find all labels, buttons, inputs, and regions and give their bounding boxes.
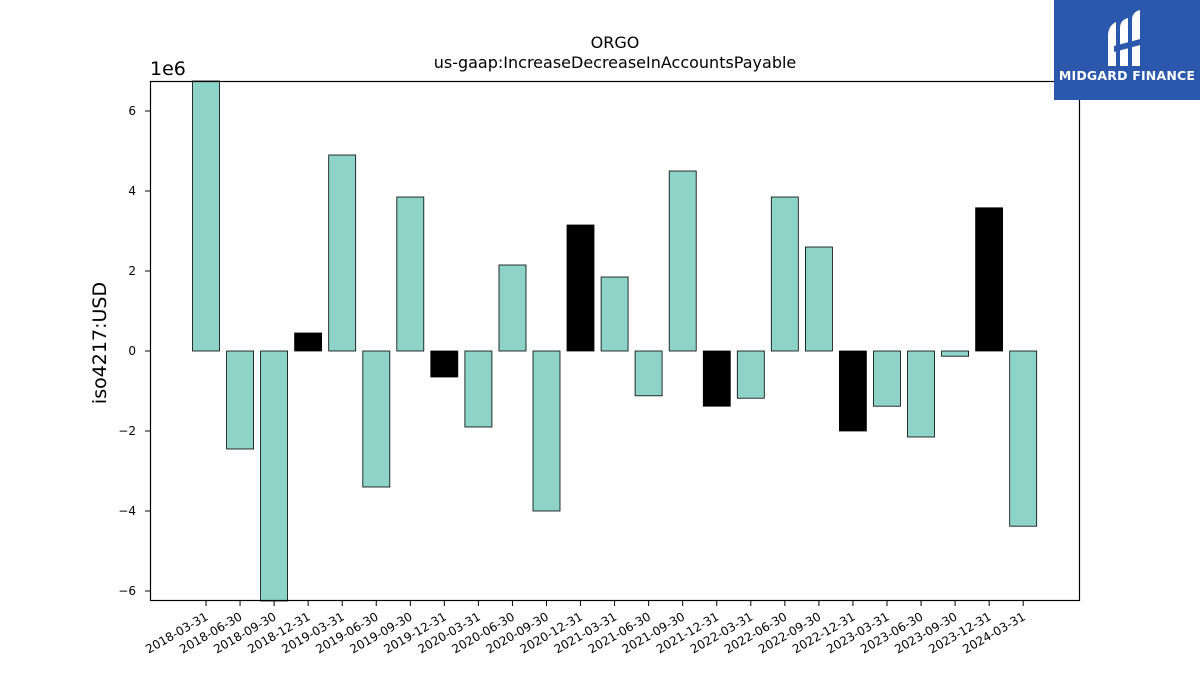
bar-2019-03-31	[328, 154, 357, 352]
bar-2018-09-30	[260, 350, 289, 602]
bar-2019-09-30	[396, 196, 425, 352]
bar-2023-09-30	[941, 350, 969, 357]
y-tick-label: 2	[128, 264, 136, 278]
bar-2018-03-31	[192, 80, 220, 352]
midgard-logo-icon	[1108, 10, 1144, 66]
bar-2023-03-31	[873, 350, 901, 407]
chart-title: ORGO	[591, 33, 640, 52]
y-tick-label: −2	[118, 424, 136, 438]
bar-2018-12-31	[294, 332, 323, 352]
y-scale-label: 1e6	[150, 58, 186, 80]
bars-group	[192, 80, 1038, 602]
bar-2019-12-31	[430, 350, 459, 378]
bar-2020-09-30	[532, 350, 561, 512]
bar-2022-03-31	[736, 350, 765, 399]
y-tick-label: −6	[118, 584, 136, 598]
bar-2020-06-30	[498, 264, 527, 352]
bar-2022-06-30	[770, 196, 799, 352]
plot-frame	[149, 80, 1081, 602]
bar-2020-12-31	[566, 224, 595, 352]
y-tick-label: 6	[128, 104, 136, 118]
bar-2023-12-31	[975, 207, 1003, 352]
bar-2021-12-31	[702, 350, 731, 407]
bar-2024-03-31	[1009, 350, 1038, 527]
y-tick-label: 4	[128, 184, 136, 198]
x-axis: 2018-03-312018-06-302018-09-302018-12-31…	[143, 601, 1028, 656]
bar-2023-06-30	[907, 350, 935, 438]
bar-2020-03-31	[464, 350, 493, 428]
y-axis: −6 −4 −2 0 2 4 6	[118, 104, 150, 598]
bar-2018-06-30	[226, 350, 255, 450]
y-axis-label: iso4217:USD	[89, 282, 111, 404]
bar-2019-06-30	[362, 350, 391, 488]
bar-2022-12-31	[839, 350, 867, 432]
y-tick-label: −4	[118, 504, 136, 518]
bar-2021-03-31	[600, 276, 629, 352]
bar-2022-09-30	[805, 246, 833, 352]
y-tick-label: 0	[128, 344, 136, 358]
logo-text: MIDGARD FINANCE	[1058, 68, 1196, 83]
bar-2021-06-30	[634, 350, 663, 397]
bar-2021-09-30	[668, 170, 697, 352]
chart-subtitle: us-gaap:IncreaseDecreaseInAccountsPayabl…	[434, 53, 797, 72]
brand-logo: MIDGARD FINANCE	[1054, 0, 1200, 100]
